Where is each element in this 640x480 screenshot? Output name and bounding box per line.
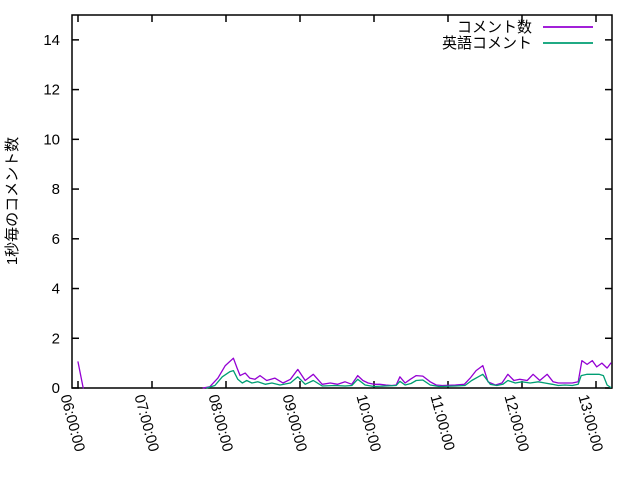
series-line-コメント数 [202,357,612,389]
legend-label: 英語コメント [442,34,532,52]
y-tick-label: 6 [52,231,60,248]
y-tick-label: 0 [52,380,60,397]
y-tick-label: 12 [43,82,60,99]
y-tick-label: 4 [52,281,60,298]
y-tick-label: 8 [52,181,60,198]
plot-border [71,14,613,389]
y-tick-label: 10 [43,131,60,148]
y-tick-label: 14 [43,32,60,49]
series-line-コメント数 [77,361,84,389]
legend-label: コメント数 [457,19,532,36]
series-line-英語コメント [206,369,612,389]
y-tick-label: 2 [52,330,60,347]
